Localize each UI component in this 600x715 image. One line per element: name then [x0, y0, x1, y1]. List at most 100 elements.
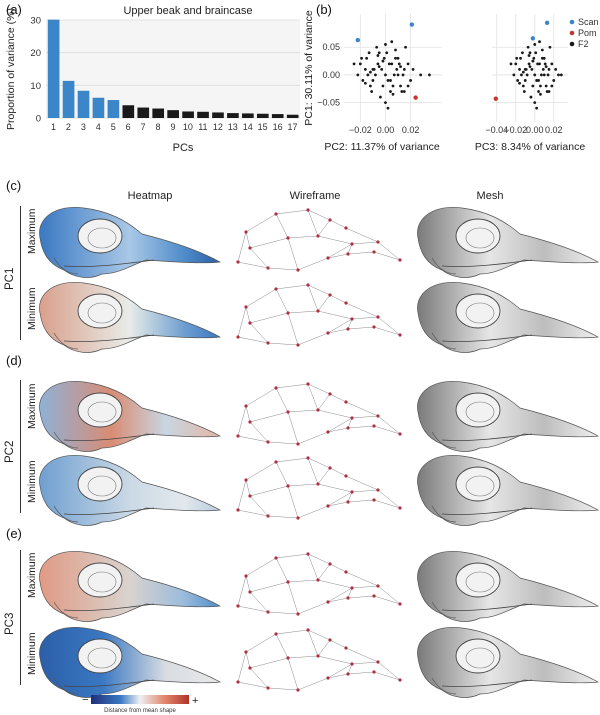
scatter-xtick-label: 0.00 [377, 125, 395, 135]
scatter-charts: PC1: 30.11% of variance PC2: 11.37% of v… [303, 10, 599, 153]
scatter-point-f2 [400, 90, 404, 93]
scatter-point-f2 [401, 73, 405, 77]
scatter-point-f2 [396, 56, 400, 60]
panel-label-e: (e) [6, 526, 22, 541]
scatter-point-f2 [392, 73, 396, 77]
scatter-point-f2 [368, 70, 372, 74]
scatter-point-f2 [404, 45, 407, 49]
scatter1-xlabel: PC2: 11.37% of variance [324, 141, 440, 153]
scatter-point-f2 [539, 84, 542, 88]
scatter-point-f2 [547, 67, 551, 71]
scatter-point-f2 [406, 84, 410, 88]
scatter-point-f2 [386, 79, 390, 82]
bar-pc-16 [271, 114, 284, 118]
scatter-xtick-label: 0.00 [526, 125, 544, 135]
legend-minus: − [82, 694, 88, 706]
scatter-point-f2 [518, 67, 521, 71]
scatter-point-f2 [530, 67, 534, 71]
legend-plus: + [192, 695, 198, 707]
scatter-point-f2 [533, 101, 537, 105]
scatter-point-f2 [370, 90, 374, 93]
scatter-point-f2 [389, 90, 392, 93]
scatter-point-f2 [552, 79, 556, 82]
scatter-xtick-label: −0.02 [504, 125, 527, 135]
pc2-bracket [20, 380, 21, 513]
legend-colorbar [91, 695, 189, 704]
scatter-point-f2 [402, 67, 406, 71]
bar-xtick-label: 1 [51, 122, 56, 132]
heatmap-skull-4 [39, 454, 222, 526]
scatter-point-f2 [360, 56, 363, 60]
scatter-point-f2 [532, 56, 536, 60]
scatter-point-f2 [394, 48, 397, 52]
scatter-point-f2 [542, 73, 546, 77]
scatter-point-f2 [531, 84, 535, 88]
column-header-heatmap: Heatmap [127, 190, 173, 202]
scatter-xtick-label: 0.02 [402, 125, 420, 135]
scatter-point-f2 [524, 67, 528, 71]
bar-xtick-label: 3 [81, 122, 86, 132]
bar-xtick-label: 10 [183, 122, 193, 132]
scatter-point-f2 [384, 43, 387, 46]
bar-pc-8 [152, 108, 165, 118]
scatter-point-f2 [557, 73, 560, 77]
bar-pc-5 [107, 100, 120, 118]
scatter-point-f2 [533, 43, 537, 46]
scatter-point-f2 [386, 106, 390, 110]
bar-xtick-label: 12 [213, 122, 223, 132]
mesh-skull-4 [417, 454, 600, 526]
scatter-xtick-label: 0.02 [545, 125, 563, 135]
bar-xtick-label: 9 [170, 122, 175, 132]
mesh-skull-6 [417, 626, 600, 698]
scatter-point-f2 [540, 73, 543, 77]
panel-label-b: (b) [316, 2, 332, 17]
scatter-point-f2 [384, 73, 387, 77]
scatter-point-scan [530, 36, 536, 41]
scatter-point-f2 [514, 62, 518, 66]
scatter-point-f2 [406, 62, 410, 66]
scatter-point-f2 [527, 62, 531, 66]
scatter-point-f2 [366, 73, 370, 77]
scatter-point-f2 [520, 73, 523, 77]
scatter-point-f2 [411, 67, 415, 71]
scatter-point-f2 [399, 65, 402, 69]
mesh-skull-1 [417, 206, 600, 278]
column-header-wireframe: Wireframe [289, 190, 341, 202]
scatter-point-f2 [367, 51, 371, 55]
scatter-point-f2 [531, 59, 535, 63]
wireframe-1 [236, 208, 402, 272]
scatter-point-f2 [352, 62, 356, 66]
wireframe-5 [236, 552, 402, 616]
bar-pc-4 [92, 97, 105, 118]
bar-pc-1 [47, 19, 60, 118]
scatter-point-f2 [541, 67, 545, 71]
scatter-point-f2 [384, 101, 387, 105]
bar-ytick-label: 10 [30, 81, 41, 92]
scatter-point-f2 [550, 84, 554, 88]
scatter-ytick-label: −0.05 [317, 98, 340, 108]
heatmap-skull-2 [39, 281, 222, 353]
scatter-point-f2 [385, 51, 389, 55]
heatmap-skull-5 [39, 550, 222, 622]
scatter-ytick-label: 0.05 [322, 42, 340, 52]
scatter-point-f2 [381, 59, 385, 63]
scatter-point-f2 [391, 84, 395, 88]
scatter-point-f2 [377, 51, 381, 55]
bar-pc-12 [212, 112, 224, 118]
bar-xtick-label: 5 [111, 122, 116, 132]
scatter-point-f2 [363, 67, 367, 71]
scatter-point-f2 [358, 62, 362, 66]
column-header-mesh: Mesh [476, 190, 504, 202]
bar-pc-3 [77, 90, 90, 118]
panel-label-c: (c) [6, 178, 22, 193]
legend-entry-scan: Scan [578, 17, 599, 27]
scatter-point-f2 [419, 73, 423, 77]
scatter-point-f2 [376, 54, 380, 57]
scatter-point-f2 [559, 73, 563, 77]
scatter-xtick-label: −0.02 [349, 125, 372, 135]
scatter-point-f2 [363, 81, 367, 85]
bar-ytick-label: 0 [36, 114, 41, 125]
scatter-point-f2 [521, 84, 525, 88]
scatter-point-f2 [516, 79, 520, 82]
scatter-point-f2 [547, 90, 551, 93]
